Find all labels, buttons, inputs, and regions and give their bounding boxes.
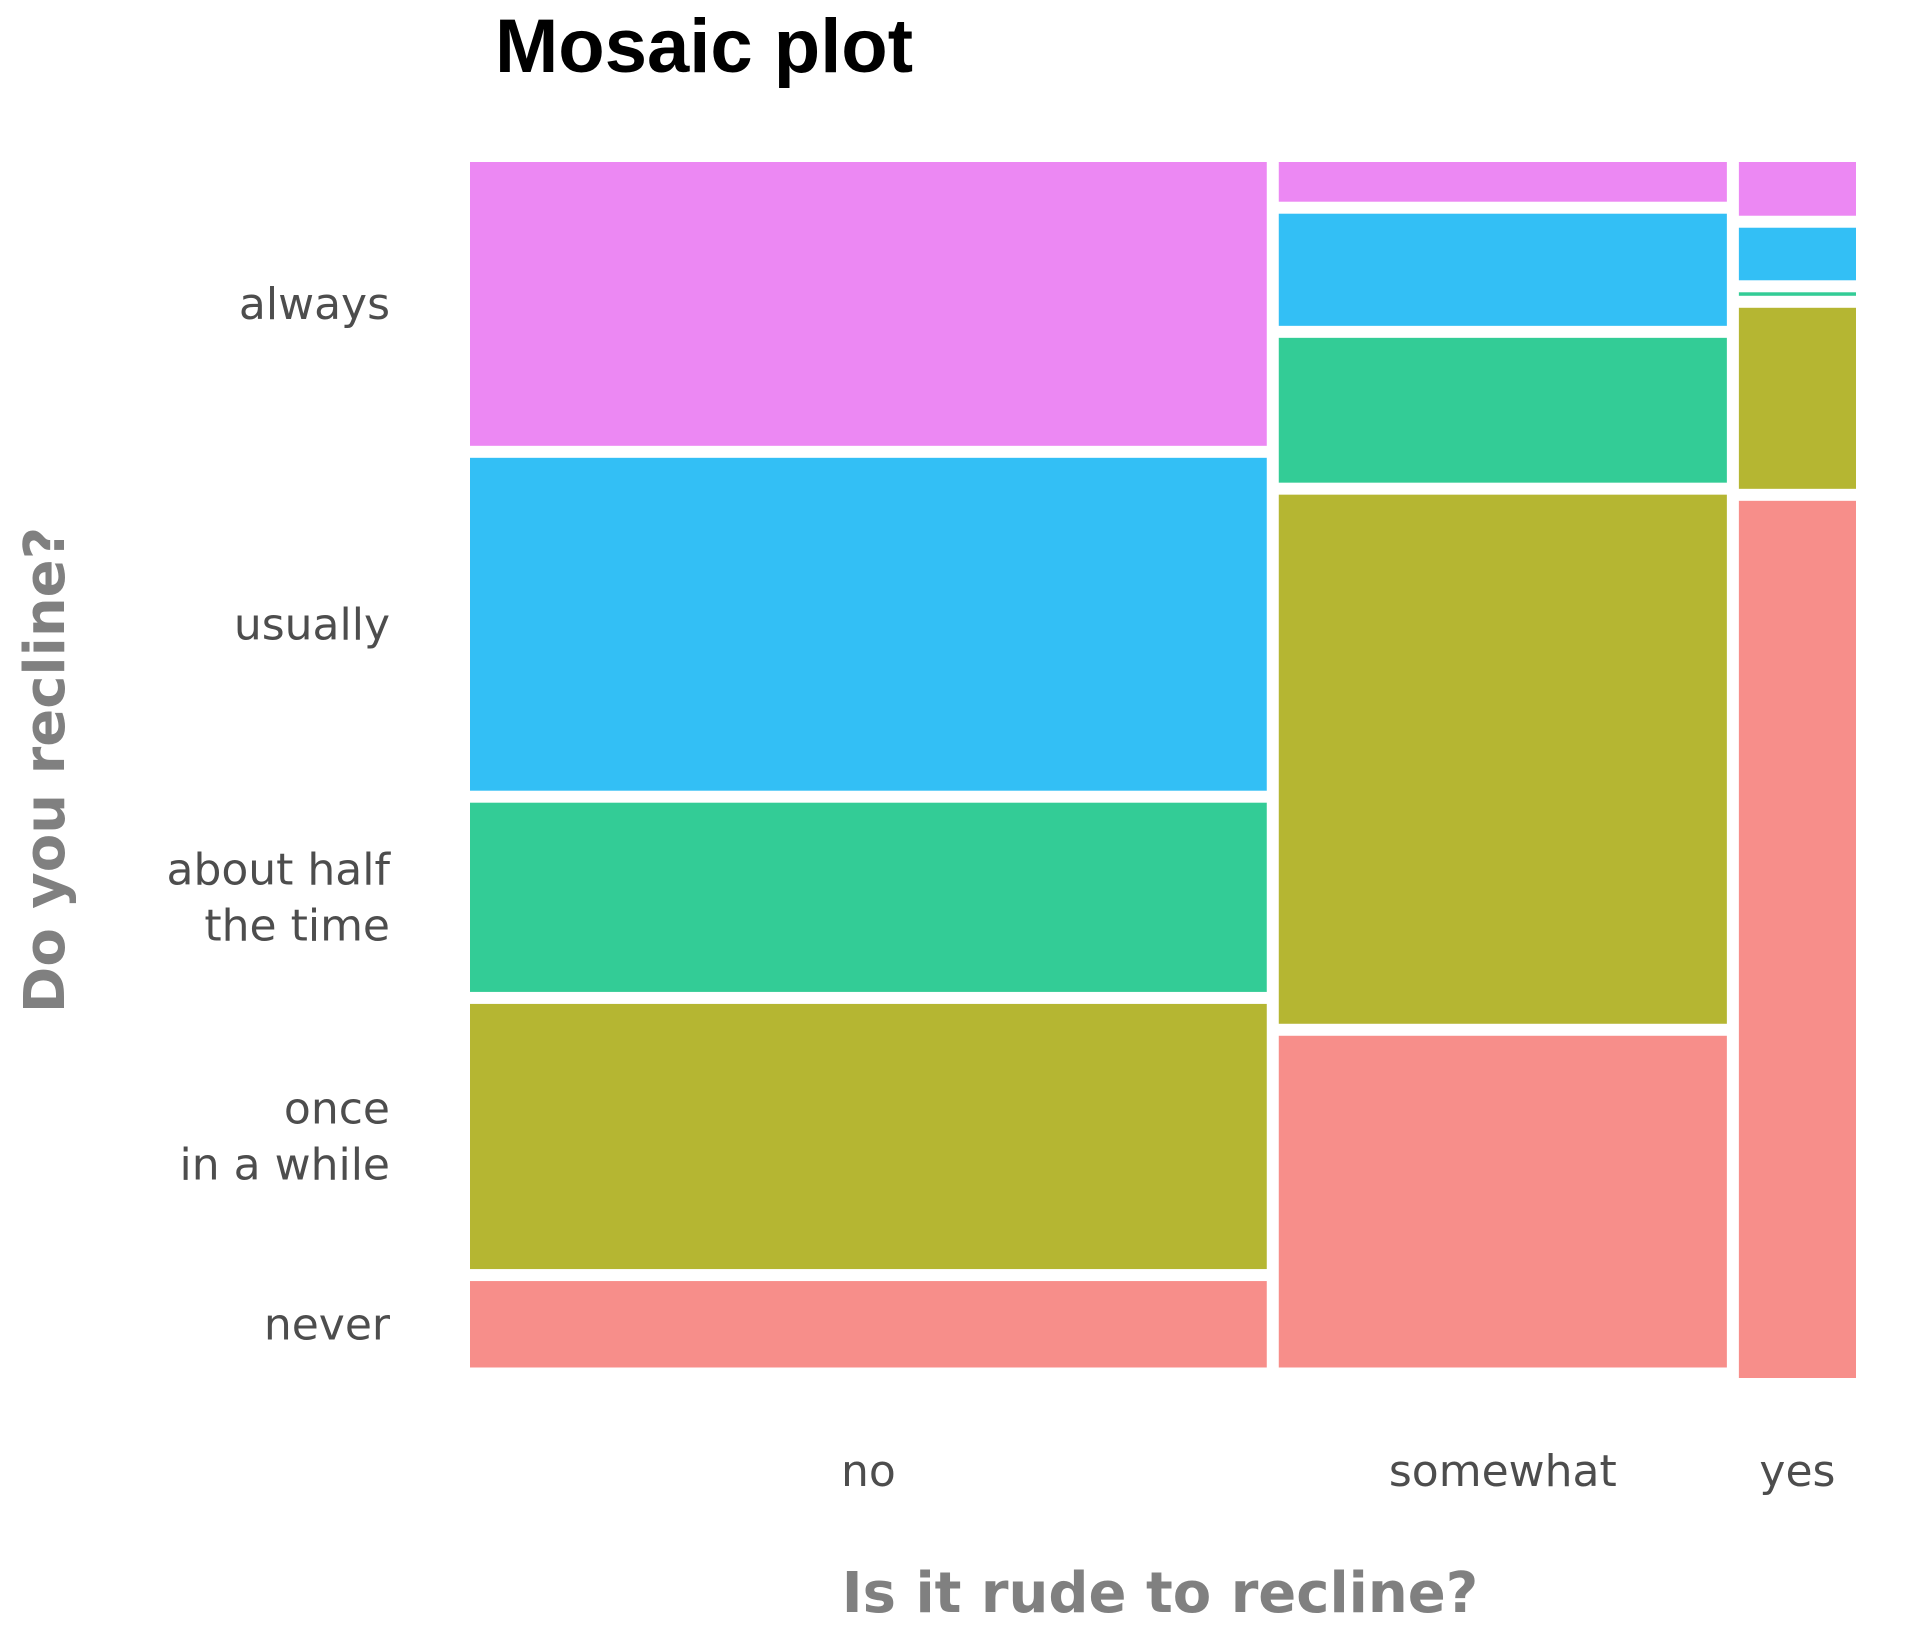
tile-yes-usually xyxy=(1738,227,1856,281)
tile-no-never xyxy=(470,1281,1267,1368)
mosaic-tiles xyxy=(470,162,1856,1379)
tile-somewhat-once-in-a-while xyxy=(1278,494,1727,1024)
tile-no-about-half-the-time xyxy=(470,802,1267,992)
chart-title: Mosaic plot xyxy=(495,4,913,89)
y-tick-never: never xyxy=(264,1299,391,1350)
x-tick-somewhat: somewhat xyxy=(1389,1446,1617,1497)
x-tick-no: no xyxy=(841,1446,896,1497)
tile-somewhat-usually xyxy=(1278,213,1727,326)
y-tick-about-half-the-time: about half the time xyxy=(166,844,391,951)
y-tick-always: always xyxy=(239,279,390,330)
tile-yes-always xyxy=(1738,162,1856,216)
y-tick-labels: always usually about half the time once in a … xyxy=(166,279,391,1350)
x-tick-yes: yes xyxy=(1759,1446,1835,1497)
tile-no-usually xyxy=(470,457,1267,791)
tile-somewhat-never xyxy=(1278,1035,1727,1368)
tile-yes-once-in-a-while xyxy=(1738,307,1856,489)
y-axis-title: Do you recline? xyxy=(13,527,78,1013)
x-tick-labels: no somewhat yes xyxy=(841,1446,1835,1497)
y-tick-usually: usually xyxy=(234,599,390,650)
tile-no-always xyxy=(470,162,1267,446)
x-axis-title: Is it rude to recline? xyxy=(842,1561,1478,1626)
y-tick-once-in-a-while: once in a while xyxy=(180,1083,390,1190)
tile-yes-about-half-the-time xyxy=(1738,292,1856,296)
tile-somewhat-always xyxy=(1278,162,1727,202)
tile-somewhat-about-half-the-time xyxy=(1278,337,1727,483)
tile-yes-never xyxy=(1738,500,1856,1379)
tile-no-once-in-a-while xyxy=(470,1003,1267,1270)
